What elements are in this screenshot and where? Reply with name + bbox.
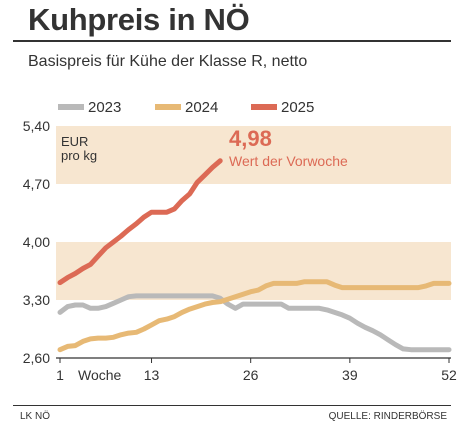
y-tick-label: 3,30 [23, 292, 50, 308]
x-tick-label: 1 [56, 367, 64, 383]
axes: 2,60 3,30 4,00 4,70 5,40 1 13 26 39 52 Woche EURpro… [23, 118, 457, 383]
chart-subtitle: Basispreis für Kühe der Klasse R, netto [28, 53, 308, 70]
footer-source-right: QUELLE: RINDERBÖRSE [328, 411, 447, 422]
series-line-2023 [57, 293, 452, 353]
band-0 [56, 126, 451, 184]
chart-title: Kuhpreis in NÖ [28, 2, 250, 37]
series-line-2025 [57, 158, 223, 286]
unit-label-line2: pro kg [61, 148, 97, 163]
legend-label-2025: 2025 [281, 99, 314, 116]
x-axis-label: Woche [78, 367, 122, 383]
annotation-value: 4,98 [229, 126, 272, 151]
legend-label-2023: 2023 [88, 99, 121, 116]
footer-source-left: LK NÖ [20, 411, 51, 422]
x-tick-label: 39 [342, 367, 358, 383]
x-tick-label: 26 [243, 367, 259, 383]
x-tick-label: 13 [144, 367, 160, 383]
series-lines [57, 158, 452, 353]
y-tick-label: 4,00 [23, 234, 50, 250]
y-tick-label: 5,40 [23, 118, 50, 134]
annotation-text: Wert der Vorwoche [229, 153, 348, 169]
unit-label-line1: EUR [61, 134, 88, 149]
x-tick-label: 52 [441, 367, 457, 383]
chart-labels: 4,98 Wert der Vorwoche [229, 126, 348, 169]
series-line-2024 [57, 279, 452, 353]
legend: 2023 2024 2025 [58, 99, 314, 116]
legend-label-2024: 2024 [185, 99, 218, 116]
y-tick-label: 4,70 [23, 176, 50, 192]
footer-rule [13, 405, 451, 406]
title-rule [13, 40, 451, 42]
y-tick-label: 2,60 [23, 350, 50, 366]
